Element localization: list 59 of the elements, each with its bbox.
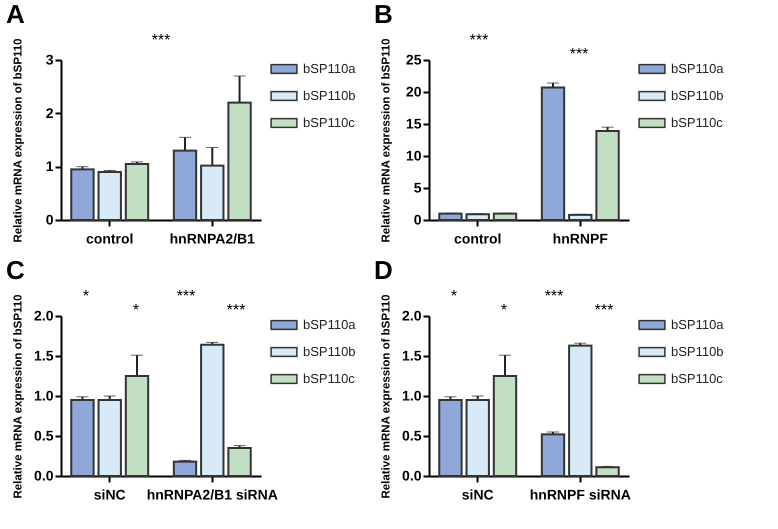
- y-tick-label: 15: [406, 116, 422, 132]
- x-tick-label: siNC: [94, 486, 126, 502]
- legend-label: bSP110c: [303, 115, 356, 130]
- text: *: [82, 288, 90, 305]
- annotation: *: [500, 302, 508, 319]
- y-tick-label: 0.0: [34, 468, 54, 484]
- text: *: [450, 288, 458, 305]
- legend-label: bSP110b: [671, 344, 724, 359]
- legend-label: bSP110b: [303, 344, 356, 359]
- y-tick-label: 25: [406, 52, 422, 68]
- y-tick-label: 0: [414, 212, 422, 228]
- y-tick-label: 2.0: [34, 308, 54, 324]
- x-tick-label: control: [454, 230, 502, 246]
- chart-title: B: [374, 0, 393, 29]
- y-tick-label: 2: [46, 104, 54, 121]
- y-axis-title: Relative mRNA expression of bSP110: [12, 294, 24, 499]
- text: ***: [544, 288, 564, 305]
- y-tick-label: 1.0: [34, 388, 54, 404]
- chart-title: A: [6, 0, 25, 29]
- text: ***: [176, 288, 196, 305]
- y-tick-label: 1: [46, 158, 54, 174]
- y-tick-label: 10: [406, 148, 422, 164]
- chart-title: C: [6, 255, 25, 285]
- x-tick-label: control: [86, 230, 134, 246]
- y-tick-label: 5: [414, 180, 422, 196]
- legend-label: bSP110b: [303, 88, 356, 103]
- y-tick-label: 1.0: [402, 388, 422, 404]
- legend-label: bSP110a: [303, 61, 356, 76]
- legend-label: bSP110c: [671, 371, 724, 386]
- y-tick-label: 1.5: [34, 348, 54, 364]
- annotation: *: [132, 302, 140, 319]
- y-tick-label: 0.5: [34, 428, 54, 444]
- y-tick-label: 3: [46, 52, 54, 68]
- annotation: ***: [570, 46, 588, 63]
- y-tick-label: 1.5: [402, 348, 422, 364]
- legend-label: bSP110a: [303, 317, 356, 332]
- x-tick-label: hnRNPA2/B1: [170, 230, 256, 246]
- x-tick-label: hnRNPF: [552, 230, 608, 246]
- y-axis-title: Relative mRNA expression of bSP110: [12, 38, 24, 243]
- legend-label: bSP110a: [671, 61, 724, 76]
- legend-label: bSP110a: [671, 317, 724, 332]
- y-tick-label: 0.5: [402, 428, 422, 444]
- x-tick-label: siNC: [462, 486, 494, 502]
- y-tick-label: 0.0: [402, 468, 422, 484]
- y-tick-label: 0: [46, 212, 54, 228]
- y-tick-label: 2.0: [402, 308, 422, 324]
- annotation: ***: [594, 302, 614, 319]
- legend-label: bSP110b: [671, 88, 724, 103]
- annotation: ***: [226, 302, 246, 319]
- chart-title: D: [374, 255, 393, 285]
- text: ***: [152, 32, 170, 49]
- y-tick-label: 20: [406, 84, 422, 100]
- text: ***: [470, 32, 488, 49]
- legend-label: bSP110c: [303, 371, 356, 386]
- x-tick-label: hnRNPA2/B1 siRNA: [146, 486, 278, 502]
- legend-label: bSP110c: [671, 115, 724, 130]
- y-axis-title: Relative mRNA expression of bSP110: [380, 38, 392, 243]
- x-tick-label: hnRNPF siRNA: [530, 486, 631, 502]
- y-axis-title: Relative mRNA expression of bSP110: [380, 294, 392, 499]
